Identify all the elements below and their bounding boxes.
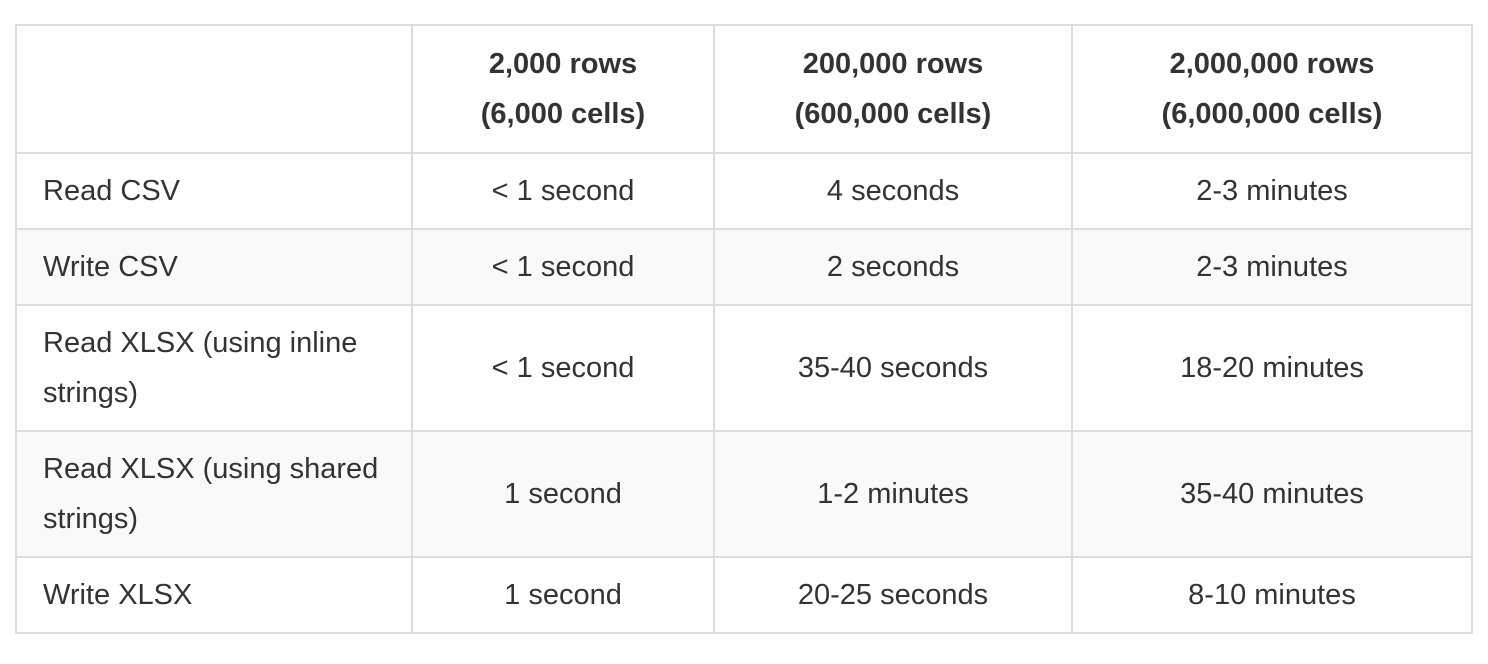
performance-table: 2,000 rows (6,000 cells) 200,000 rows (6… <box>15 24 1473 634</box>
header-cell-empty <box>15 24 413 154</box>
row-label: Write XLSX <box>15 556 413 634</box>
table-cell: 1 second <box>411 430 715 558</box>
table-cell: 35-40 minutes <box>1071 430 1473 558</box>
header-cells-label: (600,000 cells) <box>794 98 992 130</box>
table-cell: 4 seconds <box>713 152 1073 230</box>
header-rows-label: 200,000 rows <box>802 48 984 80</box>
table-row-write-csv: Write CSV < 1 second 2 seconds 2-3 minut… <box>15 228 1473 306</box>
header-rows-label: 2,000,000 rows <box>1169 48 1375 80</box>
table-cell: < 1 second <box>411 152 715 230</box>
table-cell: 20-25 seconds <box>713 556 1073 634</box>
header-row: 2,000 rows (6,000 cells) 200,000 rows (6… <box>15 24 1473 154</box>
table-cell: 2-3 minutes <box>1071 152 1473 230</box>
header-rows-label: 2,000 rows <box>488 48 638 80</box>
performance-table-container: 2,000 rows (6,000 cells) 200,000 rows (6… <box>15 24 1473 634</box>
table-cell: 35-40 seconds <box>713 304 1073 432</box>
table-cell: 1-2 minutes <box>713 430 1073 558</box>
header-cell-200000-rows: 200,000 rows (600,000 cells) <box>713 24 1073 154</box>
row-label: Read XLSX (using inline strings) <box>15 304 413 432</box>
table-cell: 18-20 minutes <box>1071 304 1473 432</box>
table-row-read-xlsx-shared: Read XLSX (using shared strings) 1 secon… <box>15 430 1473 558</box>
table-cell: 2 seconds <box>713 228 1073 306</box>
table-cell: < 1 second <box>411 228 715 306</box>
table-row-read-csv: Read CSV < 1 second 4 seconds 2-3 minute… <box>15 152 1473 230</box>
header-cells-label: (6,000,000 cells) <box>1161 98 1383 130</box>
row-label: Read XLSX (using shared strings) <box>15 430 413 558</box>
table-header: 2,000 rows (6,000 cells) 200,000 rows (6… <box>15 24 1473 154</box>
table-cell: 1 second <box>411 556 715 634</box>
row-label: Write CSV <box>15 228 413 306</box>
row-label: Read CSV <box>15 152 413 230</box>
table-body: Read CSV < 1 second 4 seconds 2-3 minute… <box>15 152 1473 634</box>
header-cell-2000-rows: 2,000 rows (6,000 cells) <box>411 24 715 154</box>
table-cell: 8-10 minutes <box>1071 556 1473 634</box>
table-row-write-xlsx: Write XLSX 1 second 20-25 seconds 8-10 m… <box>15 556 1473 634</box>
header-cells-label: (6,000 cells) <box>480 98 646 130</box>
table-row-read-xlsx-inline: Read XLSX (using inline strings) < 1 sec… <box>15 304 1473 432</box>
header-cell-2000000-rows: 2,000,000 rows (6,000,000 cells) <box>1071 24 1473 154</box>
table-cell: 2-3 minutes <box>1071 228 1473 306</box>
table-cell: < 1 second <box>411 304 715 432</box>
